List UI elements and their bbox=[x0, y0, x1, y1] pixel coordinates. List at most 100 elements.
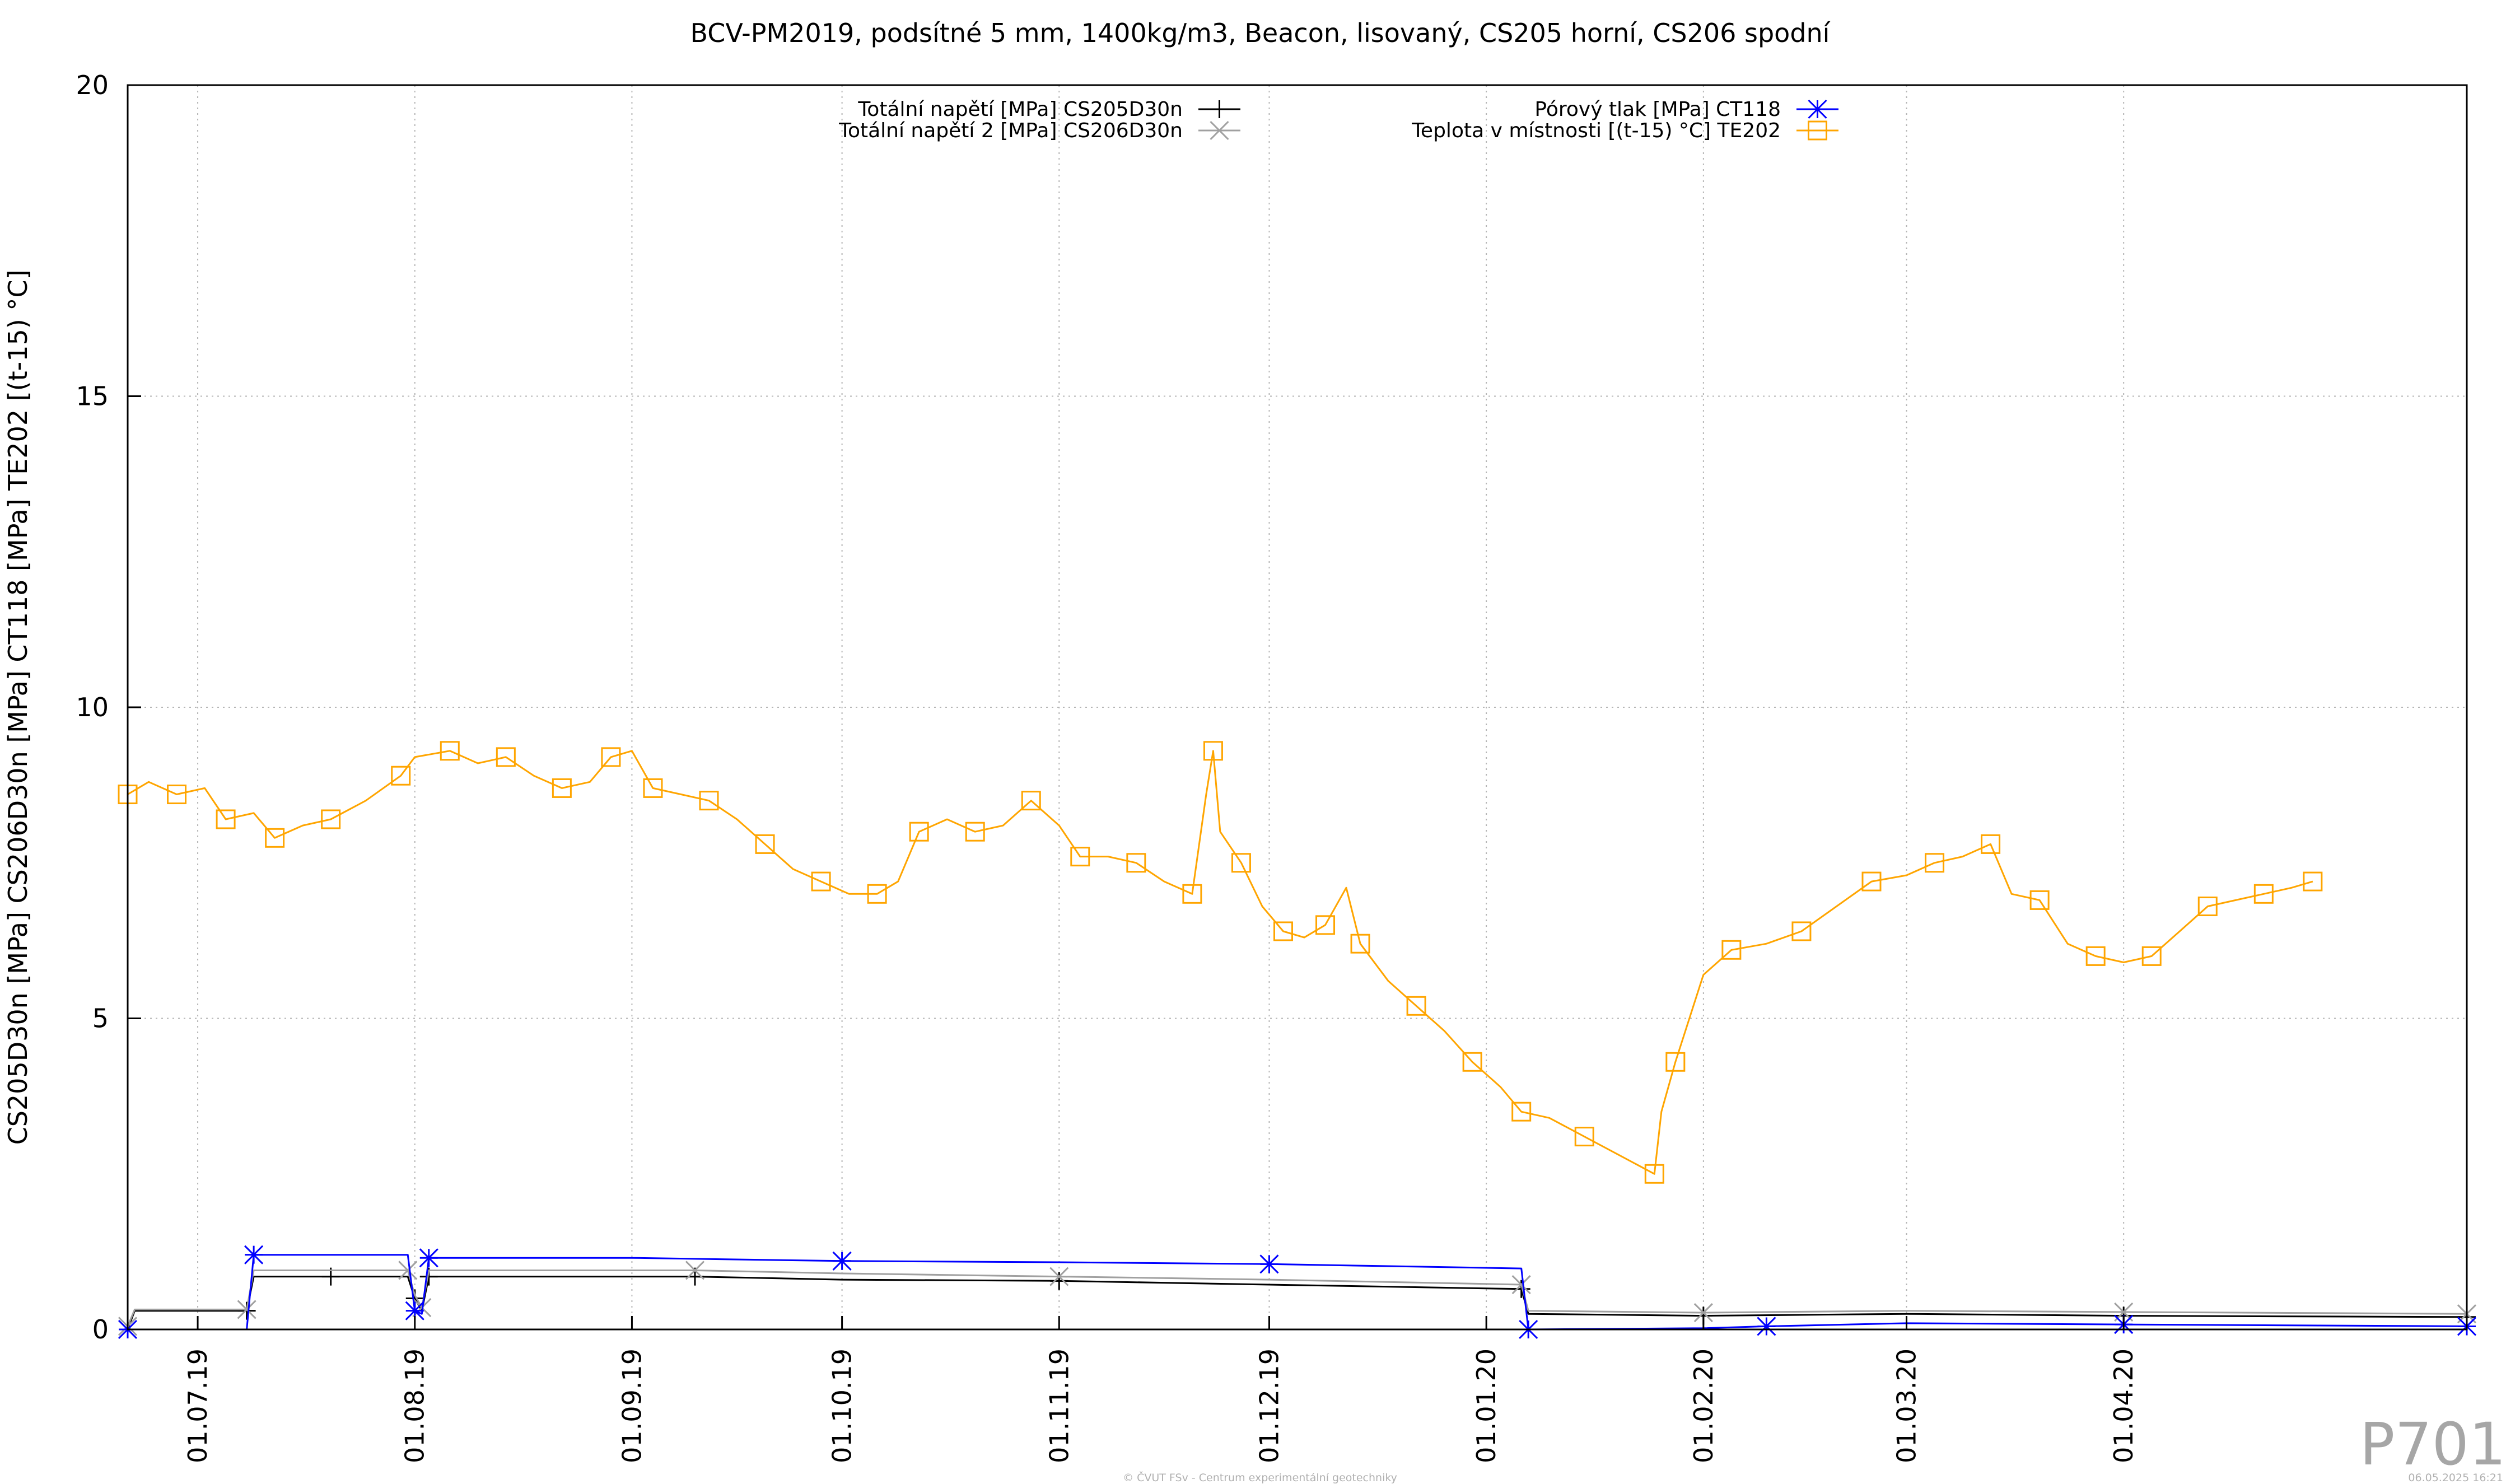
data-point bbox=[1462, 1052, 1482, 1072]
y-tick-label: 10 bbox=[76, 692, 109, 722]
data-point bbox=[1050, 1272, 1068, 1290]
data-point bbox=[167, 785, 187, 805]
x-tick-label: 01.11.19 bbox=[1044, 1348, 1074, 1463]
x-tick-label: 01.03.20 bbox=[1892, 1348, 1922, 1463]
y-tick-label: 5 bbox=[92, 1004, 109, 1034]
data-point bbox=[496, 747, 516, 767]
data-point bbox=[685, 1261, 705, 1280]
series-line bbox=[127, 750, 2313, 1175]
data-point bbox=[391, 766, 411, 786]
legend-marker bbox=[1210, 120, 1229, 141]
data-point bbox=[244, 1245, 264, 1264]
ticks: 0 5 10 15 20 01.07.19 01.08.19 01.09.19 01.10.19… bbox=[76, 70, 2139, 1463]
series-line bbox=[127, 1270, 2467, 1327]
data-point bbox=[237, 1301, 256, 1320]
data-point bbox=[1511, 1275, 1531, 1295]
data-point bbox=[1791, 921, 1812, 941]
data-point bbox=[867, 884, 887, 904]
series-line bbox=[128, 1254, 2467, 1331]
series-layer bbox=[118, 741, 2477, 1340]
data-point bbox=[552, 778, 572, 798]
y-tick-label: 20 bbox=[76, 70, 109, 100]
data-point bbox=[1021, 791, 1041, 811]
data-point bbox=[1126, 853, 1146, 873]
series-line bbox=[127, 1276, 2467, 1330]
data-point bbox=[1861, 871, 1882, 892]
legend-item: Pórový tlak [MPa] CT118 bbox=[1534, 98, 1838, 121]
data-point bbox=[2303, 871, 2323, 892]
data-point bbox=[1693, 1303, 1713, 1323]
grid bbox=[128, 85, 2467, 1330]
legend-marker bbox=[1808, 99, 1827, 119]
series-2 bbox=[118, 1245, 2477, 1340]
data-point bbox=[237, 1300, 256, 1319]
data-point bbox=[2253, 884, 2274, 904]
data-point bbox=[216, 809, 236, 829]
legend-item: Totální napětí [MPa] CS205D30n bbox=[857, 98, 1240, 121]
legend-item: Totální napětí 2 [MPa] CS206D30n bbox=[838, 119, 1240, 142]
legend-marker bbox=[1808, 120, 1827, 141]
series-1 bbox=[118, 1261, 2477, 1336]
data-point bbox=[1070, 847, 1090, 867]
data-point bbox=[643, 778, 663, 798]
data-point bbox=[1259, 1254, 1279, 1274]
data-point bbox=[1574, 1127, 1594, 1147]
data-point bbox=[1665, 1052, 1686, 1072]
x-tick-label: 01.07.19 bbox=[183, 1348, 213, 1463]
series-3 bbox=[118, 741, 2323, 1184]
data-point bbox=[398, 1261, 418, 1280]
legend-label: Pórový tlak [MPa] CT118 bbox=[1534, 98, 1781, 121]
data-point bbox=[2029, 890, 2050, 910]
data-point bbox=[1315, 915, 1336, 935]
data-point bbox=[909, 822, 929, 842]
data-point bbox=[1273, 921, 1293, 941]
data-point bbox=[419, 1248, 438, 1268]
watermark: P701 bbox=[2360, 1410, 2506, 1478]
data-point bbox=[1512, 1280, 1530, 1298]
x-tick-label: 01.01.20 bbox=[1471, 1348, 1501, 1463]
legend-label: Totální napětí [MPa] CS205D30n bbox=[857, 98, 1183, 121]
data-point bbox=[2197, 897, 2218, 917]
legend-label: Teplota v místnosti [(t-15) °C] TE202 bbox=[1411, 119, 1781, 142]
data-point bbox=[440, 741, 460, 761]
legend-marker bbox=[1210, 100, 1229, 118]
data-point bbox=[1721, 940, 1742, 960]
legend-item: Teplota v místnosti [(t-15) °C] TE202 bbox=[1411, 119, 1838, 142]
y-tick-label: 0 bbox=[92, 1314, 109, 1345]
x-tick-label: 01.09.19 bbox=[617, 1348, 647, 1463]
data-point bbox=[2085, 946, 2106, 966]
data-point bbox=[1644, 1164, 1664, 1184]
data-point bbox=[601, 747, 621, 767]
footer-credit: © ČVUT FSv - Centrum experimentální geot… bbox=[1123, 1471, 1397, 1484]
x-tick-label: 01.08.19 bbox=[400, 1348, 430, 1463]
data-point bbox=[965, 822, 985, 842]
data-point bbox=[1757, 1317, 1776, 1336]
data-point bbox=[1406, 996, 1426, 1016]
data-point bbox=[1981, 834, 2001, 854]
data-point bbox=[405, 1301, 424, 1320]
series-0 bbox=[119, 1267, 2476, 1338]
data-point bbox=[832, 1251, 852, 1271]
x-tick-label: 01.04.20 bbox=[2108, 1348, 2139, 1463]
y-tick-label: 15 bbox=[76, 381, 109, 412]
data-point bbox=[699, 791, 719, 811]
data-point bbox=[1182, 884, 1202, 904]
data-point bbox=[811, 871, 831, 892]
data-point bbox=[1350, 934, 1370, 954]
data-point bbox=[265, 828, 285, 848]
x-tick-label: 01.02.20 bbox=[1688, 1348, 1719, 1463]
x-tick-label: 01.12.19 bbox=[1254, 1348, 1284, 1463]
data-point bbox=[321, 809, 341, 829]
x-tick-label: 01.10.19 bbox=[827, 1348, 857, 1463]
chart-title: BCV-PM2019, podsítné 5 mm, 1400kg/m3, Be… bbox=[690, 18, 1831, 48]
footer-timestamp: 06.05.2025 16:21 bbox=[2408, 1472, 2503, 1484]
data-point bbox=[2141, 946, 2162, 966]
y-axis-label: CS205D30n [MPa] CS206D30n [MPa] CT118 [M… bbox=[3, 270, 33, 1145]
data-point bbox=[1231, 853, 1251, 873]
legend-label: Totální napětí 2 [MPa] CS206D30n bbox=[838, 119, 1183, 142]
data-point bbox=[1203, 741, 1223, 761]
data-point bbox=[1511, 1102, 1532, 1122]
data-point bbox=[1049, 1267, 1069, 1286]
